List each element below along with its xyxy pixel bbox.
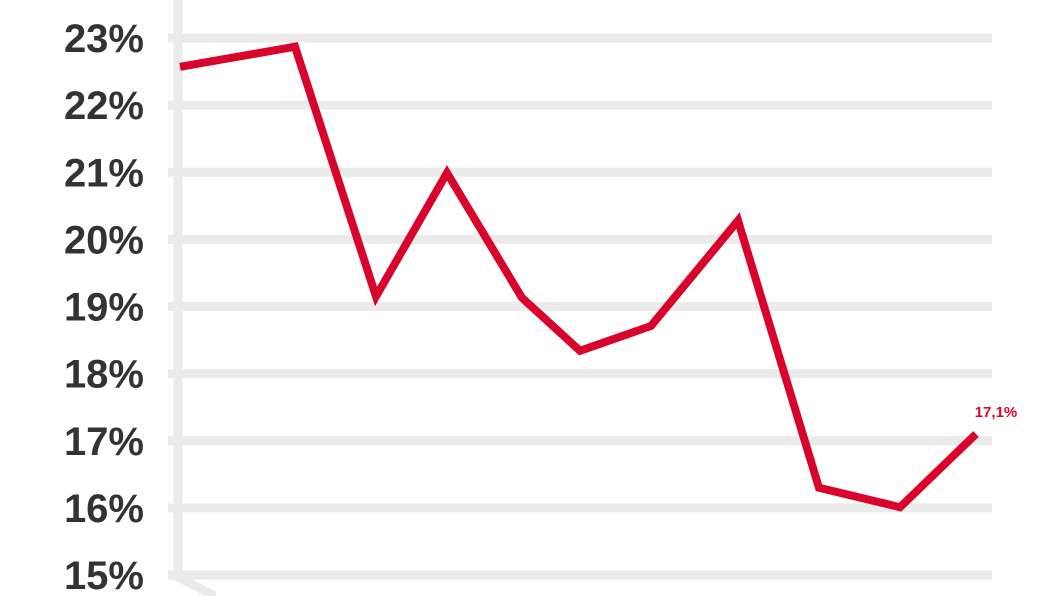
axis-base — [171, 570, 218, 596]
gridlines — [168, 33, 992, 580]
data-label: 17,1% — [975, 404, 1018, 421]
y-tick-label: 15% — [64, 554, 144, 596]
data-labels: 17,1% — [975, 404, 1018, 421]
y-tick-label: 22% — [64, 84, 144, 128]
y-tick-label: 21% — [64, 151, 144, 195]
y-tick-label: 19% — [64, 286, 144, 330]
y-tick-labels: 15% 16% 17% 18% 19% 20% 21% 22% 23% — [64, 17, 144, 596]
y-tick-label: 20% — [64, 218, 144, 262]
y-tick-label: 16% — [64, 487, 144, 531]
series — [179, 42, 979, 512]
y-tick-label: 17% — [64, 420, 144, 464]
y-tick-label: 23% — [64, 17, 144, 61]
series-line — [179, 42, 979, 512]
axis — [171, 0, 218, 596]
y-tick-label: 18% — [64, 353, 144, 397]
